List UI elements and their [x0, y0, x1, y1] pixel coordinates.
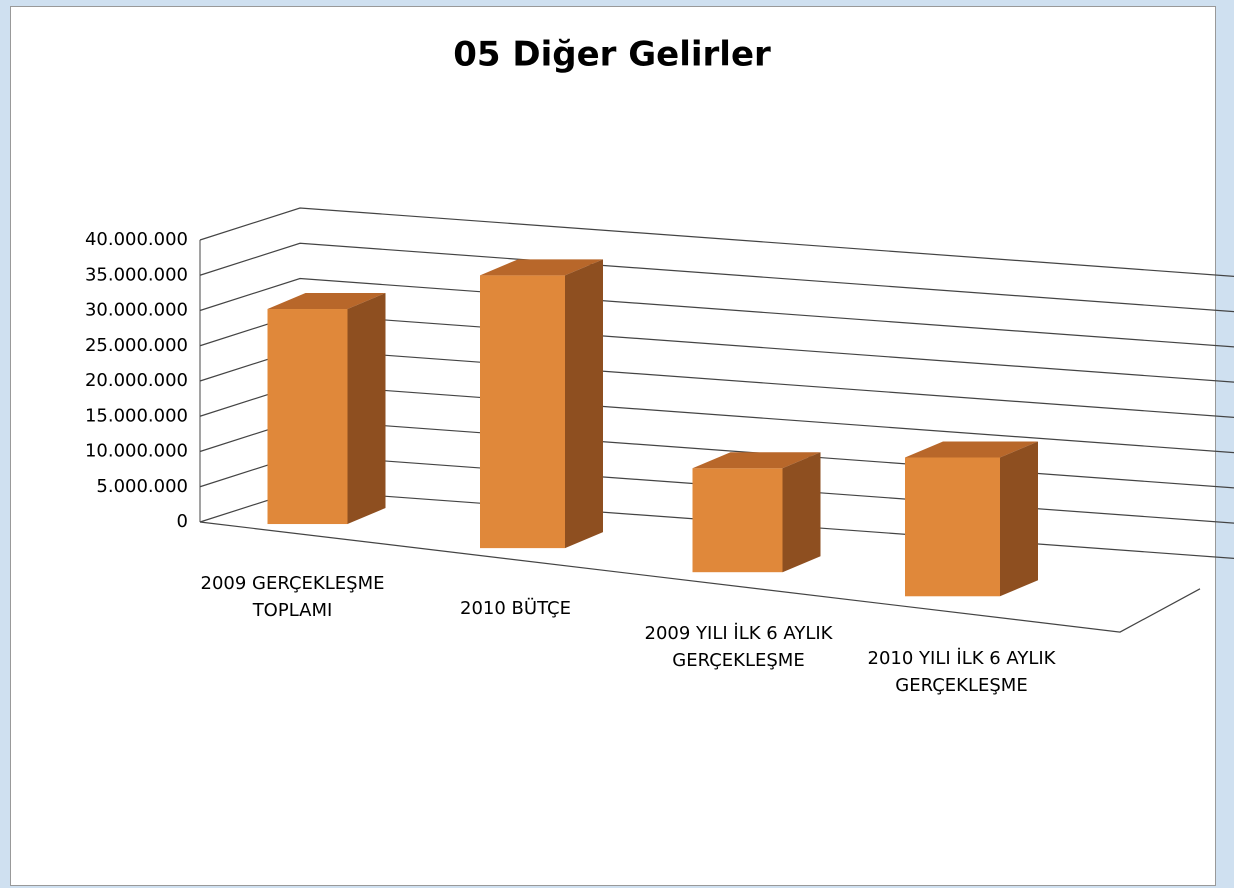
- y-tick-label: 40.000.000: [85, 229, 188, 250]
- grid-line: [199, 242, 1234, 313]
- x-tick-label: 2009 YILI İLK 6 AYLIK GERÇEKLEŞME: [644, 623, 833, 671]
- chart-title: 05 Diğer Gelirler: [453, 35, 771, 75]
- grid-line: [199, 277, 1234, 348]
- bar-side: [347, 293, 386, 525]
- bar: [905, 457, 1000, 597]
- x-tick-label: 2009 GERÇEKLEŞME TOPLAMI: [200, 573, 385, 621]
- y-tick-label: 30.000.000: [85, 300, 188, 321]
- bar-top: [692, 452, 821, 469]
- y-tick-label: 10.000.000: [85, 441, 188, 462]
- bar-top: [905, 441, 1038, 458]
- y-tick-label: 20.000.000: [85, 370, 188, 391]
- bar: [267, 309, 348, 525]
- bar: [692, 468, 783, 573]
- y-tick-label: 35.000.000: [85, 264, 188, 285]
- bar-side: [1000, 441, 1038, 597]
- x-tick-label: 2010 YILI İLK 6 AYLIK GERÇEKLEŞME: [867, 648, 1056, 696]
- bar-side: [565, 259, 603, 549]
- bar-top: [480, 259, 603, 276]
- y-tick-label: 15.000.000: [85, 405, 188, 426]
- y-tick-label: 0: [177, 511, 188, 532]
- y-tick-label: 25.000.000: [85, 335, 188, 356]
- bar-top: [267, 293, 386, 310]
- bar-side: [782, 452, 821, 573]
- x-tick-label: 2010 BÜTÇE: [460, 598, 571, 619]
- grid-line: [199, 207, 1234, 277]
- floor-front: [199, 521, 1201, 633]
- y-tick-label: 5.000.000: [96, 476, 188, 497]
- bar: [480, 275, 565, 549]
